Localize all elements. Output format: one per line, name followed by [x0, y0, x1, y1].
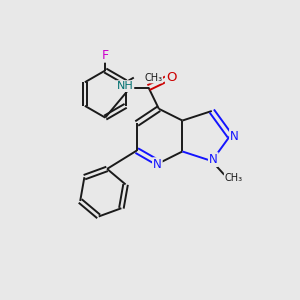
Text: O: O: [166, 71, 176, 84]
Text: CH₃: CH₃: [225, 173, 243, 183]
Text: N: N: [230, 130, 239, 142]
Text: CH₃: CH₃: [144, 73, 162, 82]
Text: N: N: [153, 158, 162, 171]
Text: N: N: [209, 153, 218, 166]
Text: F: F: [102, 49, 109, 62]
Text: NH: NH: [117, 81, 133, 91]
